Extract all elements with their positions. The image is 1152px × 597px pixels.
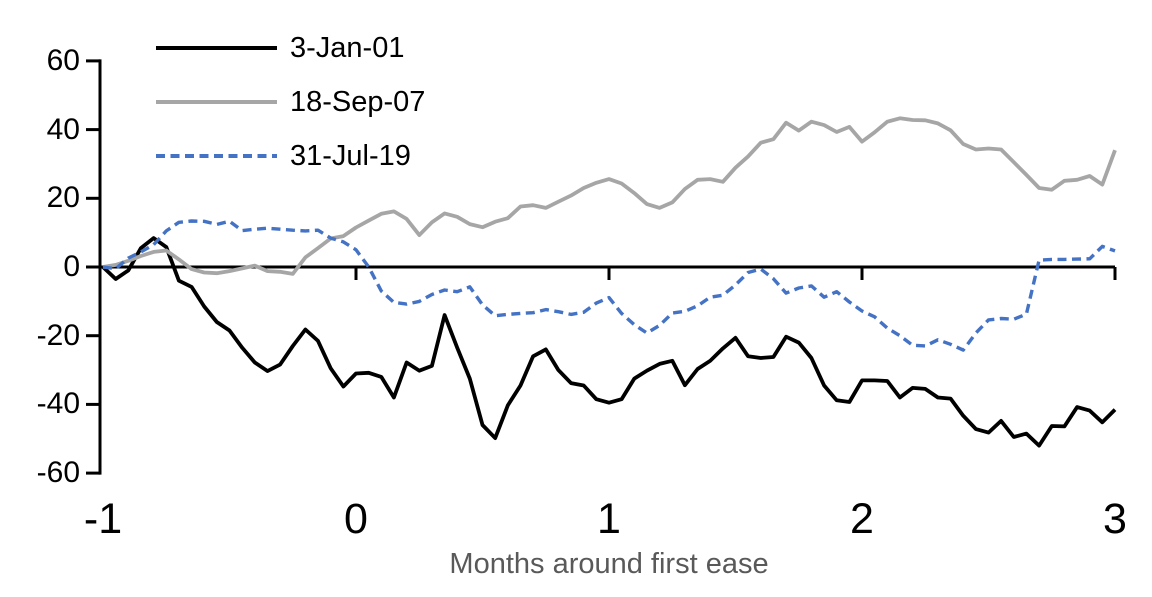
y-tick-label: 60 [46,43,80,77]
x-tick-label: 1 [597,495,621,543]
x-tick-label: 2 [850,495,874,543]
legend-item-1: 18-Sep-07 [156,75,425,129]
legend-label-0: 3-Jan-01 [290,31,405,64]
legend-label-1: 18-Sep-07 [290,85,426,118]
y-tick-label: -60 [36,456,80,490]
series-line-0 [101,236,1117,448]
legend-line-sample-0 [156,46,277,50]
y-tick-label: 40 [46,112,80,146]
x-axis-title: Months around first ease [449,548,769,580]
legend-line-sample-1 [156,100,277,104]
y-tick-label: -40 [36,387,80,421]
series-line-1 [102,116,1117,276]
legend: 3-Jan-01 18-Sep-07 31-Jul-19 [156,21,425,183]
x-tick-label: 0 [344,495,368,543]
y-tick-label: 20 [46,181,80,215]
legend-item-0: 3-Jan-01 [156,21,425,75]
x-tick-label: 3 [1103,495,1127,543]
x-tick-label: -1 [83,495,123,543]
series-line-2 [102,219,1116,352]
legend-line-sample-2 [156,154,277,158]
y-tick-label: -20 [36,318,80,352]
legend-item-2: 31-Jul-19 [156,129,425,183]
y-tick-label: 0 [63,250,80,283]
legend-label-2: 31-Jul-19 [290,139,411,172]
